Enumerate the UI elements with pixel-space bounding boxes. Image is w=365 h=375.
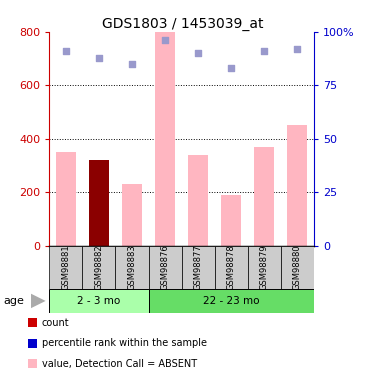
Point [63,48,69,54]
Text: 22 - 23 mo: 22 - 23 mo [203,296,260,306]
Bar [281,246,314,289]
Bar [288,125,307,246]
Text: GSM98879: GSM98879 [260,244,269,290]
Point [261,48,267,54]
Bar [215,246,248,289]
Bar [122,184,142,246]
Text: percentile rank within the sample: percentile rank within the sample [42,338,207,348]
Point [228,65,234,71]
Text: GDS1803 / 1453039_at: GDS1803 / 1453039_at [102,17,263,31]
Bar [89,160,109,246]
Bar [149,289,314,313]
Point [295,46,300,52]
Text: GSM98882: GSM98882 [95,244,103,290]
Bar [188,155,208,246]
Text: GSM98878: GSM98878 [227,244,236,290]
Point [96,54,102,60]
Text: GSM98877: GSM98877 [193,244,203,290]
Bar [82,246,115,289]
Text: 2 - 3 mo: 2 - 3 mo [77,296,120,306]
Bar [221,195,241,246]
Bar [28,318,37,327]
Bar [155,32,175,246]
Bar [49,246,82,289]
Text: value, Detection Call = ABSENT: value, Detection Call = ABSENT [42,359,197,369]
Text: GSM98881: GSM98881 [61,244,70,290]
Point [195,50,201,56]
Bar [248,246,281,289]
Bar [49,289,149,313]
Bar [149,246,182,289]
Bar [28,359,37,368]
Bar [28,339,37,348]
Point [162,38,168,44]
Polygon shape [31,294,46,308]
Text: GSM98880: GSM98880 [293,244,302,290]
Text: GSM98876: GSM98876 [161,244,170,290]
Bar [254,147,274,246]
Point [129,61,135,67]
Text: count: count [42,318,70,327]
Text: age: age [4,296,24,306]
Text: GSM98883: GSM98883 [127,244,137,290]
Bar [56,152,76,246]
Bar [182,246,215,289]
Bar [115,246,149,289]
